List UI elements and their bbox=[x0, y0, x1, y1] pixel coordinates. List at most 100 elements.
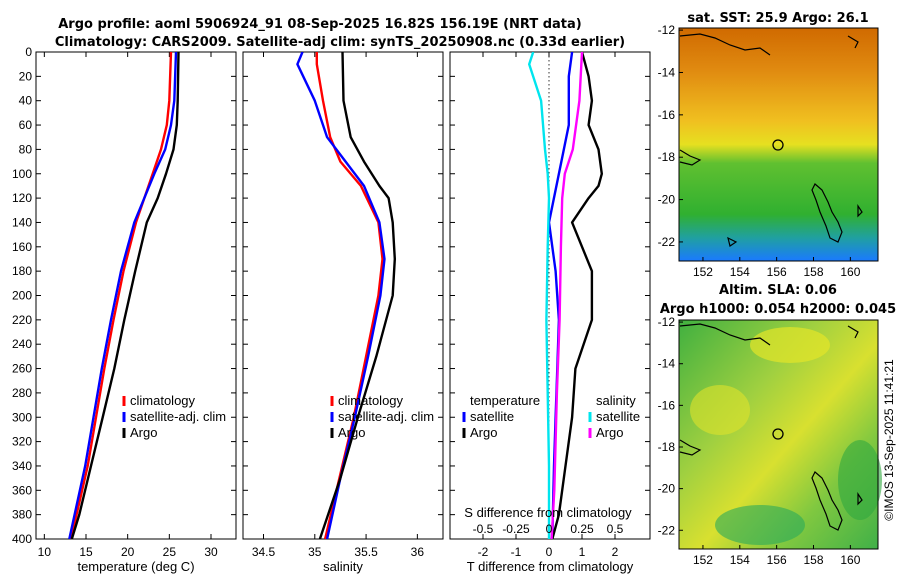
temperature-xlabel: temperature (deg C) bbox=[77, 559, 194, 574]
map-y-tick-label: -16 bbox=[658, 108, 676, 122]
y-tick-label: 140 bbox=[12, 215, 32, 229]
title-line-2: Climatology: CARS2009. Satellite-adj cli… bbox=[55, 35, 625, 50]
legend-argo-label: Argo bbox=[338, 425, 365, 440]
argo-position-marker bbox=[772, 428, 784, 440]
salinity-panel: 34.5 35 35.5 36 salinity climatology satell… bbox=[242, 51, 444, 574]
temperature-axes bbox=[35, 51, 237, 540]
y-tick-label: 300 bbox=[12, 410, 32, 424]
sla-title: Altim. SLA: 0.06 bbox=[719, 283, 837, 298]
map-y-tick-label: -12 bbox=[658, 315, 676, 329]
map-y-tick-label: -22 bbox=[658, 235, 676, 249]
salinity-x-ticks: 34.5 35 35.5 36 bbox=[252, 52, 425, 559]
series-satellite-adj-clim bbox=[68, 52, 178, 539]
x-tick-label: 0 bbox=[546, 545, 553, 559]
series-argo bbox=[318, 52, 396, 539]
s-difference-ticks: -0.5 -0.25 0 0.25 0.5 bbox=[473, 522, 624, 536]
coastline-island-ne bbox=[847, 325, 859, 339]
x-tick-label: 35.5 bbox=[354, 545, 378, 559]
coastline-islet bbox=[857, 492, 863, 506]
x-tick-label: 2 bbox=[612, 545, 619, 559]
difference-y-ticks bbox=[450, 51, 650, 540]
sla-subtitle: Argo h1000: 0.054 h2000: 0.045 bbox=[660, 302, 896, 317]
legend-s-satellite-label: satellite bbox=[596, 409, 640, 424]
x-tick-label: 25 bbox=[163, 545, 177, 559]
s-tick-label: -0.5 bbox=[473, 522, 494, 536]
y-tick-label: 160 bbox=[12, 240, 32, 254]
y-tick-label: 360 bbox=[12, 483, 32, 497]
legend-t-satellite-label: satellite bbox=[470, 409, 514, 424]
sla-low-s bbox=[715, 505, 805, 545]
coastline-reef-w bbox=[679, 149, 702, 166]
legend-temperature-title: temperature bbox=[470, 393, 540, 408]
x-tick-label: 34.5 bbox=[252, 545, 276, 559]
coastline-reef-e bbox=[811, 183, 843, 243]
s-tick-label: -0.25 bbox=[502, 522, 530, 536]
series-climatology bbox=[69, 52, 173, 539]
map-y-tick-label: -22 bbox=[658, 523, 676, 537]
x-tick-label: -2 bbox=[478, 545, 489, 559]
coastline-island-ne bbox=[847, 35, 859, 49]
temperature-y-ticks: 0 20 40 60 80 100 120 140 160 180 200 220 240 260 280 3… bbox=[12, 45, 236, 546]
temperature-x-ticks: 10 15 20 25 30 bbox=[38, 52, 218, 559]
legend-s-argo-label: Argo bbox=[596, 425, 623, 440]
series-s-satellite bbox=[528, 52, 551, 539]
sla-coastlines bbox=[679, 323, 863, 531]
salinity-series bbox=[296, 52, 396, 539]
coastline-islet-sw bbox=[727, 236, 738, 247]
difference-x-ticks: -2 -1 0 1 2 bbox=[478, 52, 619, 559]
map-y-tick-label: -20 bbox=[658, 482, 676, 496]
sla-low-e bbox=[838, 440, 882, 520]
salinity-xlabel: salinity bbox=[323, 559, 363, 574]
x-tick-label: -1 bbox=[511, 545, 522, 559]
title-line-1: Argo profile: aoml 5906924_91 08-Sep-202… bbox=[58, 17, 582, 32]
legend-satellite-label: satellite-adj. clim bbox=[338, 409, 434, 424]
map-y-tick-label: -16 bbox=[658, 398, 676, 412]
coastline-islet bbox=[857, 204, 863, 218]
salinity-y-ticks bbox=[243, 51, 443, 540]
y-tick-label: 100 bbox=[12, 167, 32, 181]
difference-legend: temperature satellite Argo salinity sate… bbox=[462, 393, 640, 440]
x-tick-label: 36 bbox=[411, 545, 425, 559]
x-tick-label: 20 bbox=[121, 545, 135, 559]
y-tick-label: 20 bbox=[19, 69, 33, 83]
sst-coastlines bbox=[679, 33, 863, 247]
credit-text: ©IMOS 13-Sep-2025 11:41:21 bbox=[882, 359, 896, 521]
map-x-tick-label: 152 bbox=[693, 553, 713, 567]
map-x-tick-label: 160 bbox=[840, 553, 860, 567]
map-x-tick-label: 152 bbox=[693, 265, 713, 279]
legend-argo-label: Argo bbox=[130, 425, 157, 440]
s-tick-label: 0.25 bbox=[570, 522, 594, 536]
series-s-argo bbox=[550, 52, 584, 539]
y-tick-label: 380 bbox=[12, 508, 32, 522]
y-tick-label: 0 bbox=[25, 45, 32, 59]
salinity-legend: climatology satellite-adj. clim Argo bbox=[330, 393, 434, 440]
y-tick-label: 400 bbox=[12, 532, 32, 546]
temperature-panel: 0 20 40 60 80 100 120 140 160 180 200 220 240 260 280 3… bbox=[12, 45, 237, 574]
x-tick-label: 30 bbox=[204, 545, 218, 559]
coastline-png bbox=[679, 33, 771, 56]
s-tick-label: 0.5 bbox=[607, 522, 624, 536]
x-tick-label: 10 bbox=[38, 545, 52, 559]
s-difference-label: S difference from climatology bbox=[464, 505, 632, 520]
y-tick-label: 60 bbox=[19, 118, 33, 132]
legend-t-argo-label: Argo bbox=[470, 425, 497, 440]
sla-high-w bbox=[690, 385, 750, 435]
sst-map: 152 154 156 158 160 -12 -14 -16 -18 -20 -22 bbox=[658, 23, 879, 279]
difference-series bbox=[528, 52, 603, 539]
sla-map: 152 154 156 158 160 -12 -14 -16 -18 -20 -22 bbox=[658, 315, 882, 567]
argo-position-marker bbox=[772, 139, 784, 151]
y-tick-label: 240 bbox=[12, 337, 32, 351]
map-x-tick-label: 154 bbox=[730, 553, 750, 567]
sst-title: sat. SST: 25.9 Argo: 26.1 bbox=[687, 11, 868, 26]
coastline-reef-w bbox=[679, 439, 702, 456]
t-difference-label: T difference from climatology bbox=[467, 559, 634, 574]
series-satellite-adj-clim bbox=[296, 52, 386, 539]
x-tick-label: 1 bbox=[579, 545, 586, 559]
y-tick-label: 80 bbox=[19, 142, 33, 156]
y-tick-label: 220 bbox=[12, 313, 32, 327]
sla-high-n bbox=[750, 327, 830, 363]
y-tick-label: 180 bbox=[12, 264, 32, 278]
y-tick-label: 340 bbox=[12, 459, 32, 473]
difference-panel: -2 -1 0 1 2 S difference from climatology -0… bbox=[449, 51, 651, 574]
